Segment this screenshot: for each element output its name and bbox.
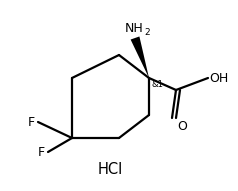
Text: &1: &1	[151, 80, 163, 89]
Text: O: O	[177, 120, 187, 133]
Text: HCl: HCl	[97, 163, 123, 177]
Text: F: F	[28, 116, 35, 129]
Text: NH: NH	[125, 22, 143, 35]
Polygon shape	[131, 36, 149, 78]
Text: F: F	[38, 146, 45, 159]
Text: 2: 2	[144, 28, 150, 37]
Text: OH: OH	[209, 71, 228, 84]
